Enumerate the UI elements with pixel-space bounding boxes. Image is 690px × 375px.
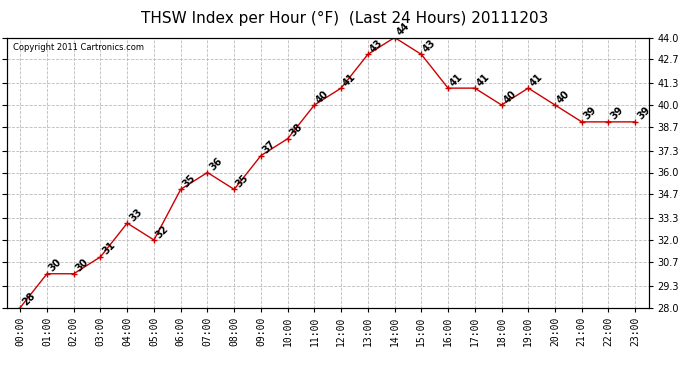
Text: 40: 40 (315, 88, 331, 105)
Text: 30: 30 (74, 257, 90, 274)
Text: 39: 39 (635, 105, 652, 122)
Text: 40: 40 (502, 88, 518, 105)
Text: 32: 32 (154, 224, 170, 240)
Text: THSW Index per Hour (°F)  (Last 24 Hours) 20111203: THSW Index per Hour (°F) (Last 24 Hours)… (141, 11, 549, 26)
Text: 31: 31 (101, 240, 117, 257)
Text: Copyright 2011 Cartronics.com: Copyright 2011 Cartronics.com (13, 43, 144, 52)
Text: 38: 38 (288, 122, 304, 139)
Text: 41: 41 (448, 72, 464, 88)
Text: 36: 36 (208, 156, 224, 172)
Text: 41: 41 (475, 72, 491, 88)
Text: 43: 43 (422, 38, 438, 54)
Text: 33: 33 (127, 207, 144, 223)
Text: 35: 35 (181, 173, 197, 189)
Text: 44: 44 (395, 21, 411, 38)
Text: 39: 39 (609, 105, 625, 122)
Text: 41: 41 (529, 72, 545, 88)
Text: 37: 37 (261, 139, 277, 156)
Text: 39: 39 (582, 105, 598, 122)
Text: 28: 28 (20, 291, 37, 308)
Text: 35: 35 (234, 173, 250, 189)
Text: 43: 43 (368, 38, 384, 54)
Text: 40: 40 (555, 88, 571, 105)
Text: 41: 41 (341, 72, 357, 88)
Text: 30: 30 (47, 257, 63, 274)
